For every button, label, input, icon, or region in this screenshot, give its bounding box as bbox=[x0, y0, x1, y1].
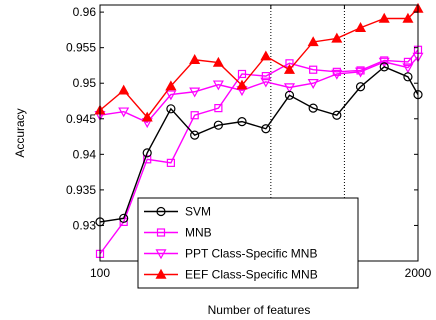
data-point bbox=[260, 50, 272, 61]
data-point bbox=[189, 87, 201, 98]
series-3 bbox=[94, 2, 424, 122]
data-point bbox=[190, 130, 200, 140]
data-point bbox=[214, 104, 223, 113]
x-tick-label: 2000 bbox=[405, 266, 432, 280]
data-point bbox=[189, 54, 201, 64]
data-point bbox=[283, 83, 296, 94]
data-point bbox=[118, 107, 130, 118]
legend-box bbox=[137, 197, 359, 289]
data-point bbox=[142, 148, 152, 158]
data-point bbox=[190, 111, 199, 120]
legend-marker bbox=[155, 268, 167, 279]
legend-label: EEF Class-Specific MNB bbox=[185, 268, 318, 282]
legend-label: MNB bbox=[185, 226, 212, 240]
data-point bbox=[332, 67, 341, 76]
data-point bbox=[284, 90, 295, 100]
data-point bbox=[143, 155, 152, 164]
y-tick-label: 0.94 bbox=[73, 147, 97, 161]
y-tick-label: 0.955 bbox=[66, 41, 96, 55]
data-point bbox=[141, 111, 153, 122]
series-2 bbox=[94, 52, 424, 129]
data-point bbox=[403, 57, 413, 66]
data-point bbox=[237, 69, 247, 79]
data-point bbox=[355, 67, 367, 78]
data-point bbox=[213, 120, 223, 130]
data-point bbox=[261, 124, 271, 134]
data-point bbox=[331, 32, 343, 43]
legend-entry: MNB bbox=[144, 226, 212, 240]
legend-entry: EEF Class-Specific MNB bbox=[144, 268, 318, 282]
legend-label: PPT Class-Specific MNB bbox=[185, 247, 317, 261]
data-point bbox=[380, 56, 389, 65]
series-line bbox=[99, 66, 419, 223]
data-point bbox=[118, 84, 130, 95]
data-point bbox=[212, 80, 224, 91]
y-tick-label: 0.95 bbox=[73, 76, 97, 90]
data-point bbox=[402, 63, 414, 74]
x-tick-label: 100 bbox=[90, 266, 110, 280]
series-line bbox=[99, 56, 419, 124]
legend-marker bbox=[156, 228, 166, 237]
data-point bbox=[403, 72, 413, 82]
data-point bbox=[283, 63, 296, 74]
data-point bbox=[119, 213, 129, 223]
y-tick-label: 0.945 bbox=[66, 112, 96, 126]
data-point bbox=[261, 72, 270, 81]
series-1 bbox=[95, 45, 423, 258]
y-axis-label: Accuracy bbox=[13, 108, 27, 157]
y-tick-label: 0.935 bbox=[66, 183, 96, 197]
data-point bbox=[356, 66, 365, 75]
legend-marker bbox=[156, 206, 166, 217]
data-point bbox=[378, 57, 390, 68]
data-point bbox=[355, 82, 366, 92]
legend-label: SVM bbox=[185, 205, 211, 219]
data-point bbox=[308, 103, 318, 113]
data-point bbox=[355, 22, 367, 32]
series-line bbox=[99, 49, 419, 255]
legend-entry: SVM bbox=[144, 205, 211, 219]
data-point bbox=[379, 62, 389, 72]
y-tick-label: 0.93 bbox=[73, 218, 97, 232]
data-point bbox=[166, 104, 176, 114]
data-point bbox=[212, 56, 224, 67]
data-point bbox=[332, 110, 342, 120]
x-axis-label: Number of features bbox=[208, 303, 311, 317]
data-point bbox=[165, 80, 177, 91]
data-point bbox=[378, 12, 390, 23]
data-point bbox=[237, 117, 247, 127]
data-point bbox=[307, 36, 319, 47]
data-point bbox=[307, 79, 319, 89]
legend-entry: PPT Class-Specific MNB bbox=[144, 247, 317, 261]
y-tick-label: 0.96 bbox=[73, 5, 97, 19]
legend: SVM MNB PPT Class-Specific MNB EEF Class-Sp… bbox=[137, 197, 359, 289]
data-point bbox=[236, 79, 248, 90]
data-point bbox=[331, 69, 343, 80]
data-point bbox=[309, 65, 318, 74]
data-point bbox=[402, 12, 414, 23]
data-point bbox=[260, 77, 272, 88]
data-point bbox=[165, 90, 177, 101]
legend-marker bbox=[155, 249, 167, 260]
data-point bbox=[166, 158, 175, 167]
